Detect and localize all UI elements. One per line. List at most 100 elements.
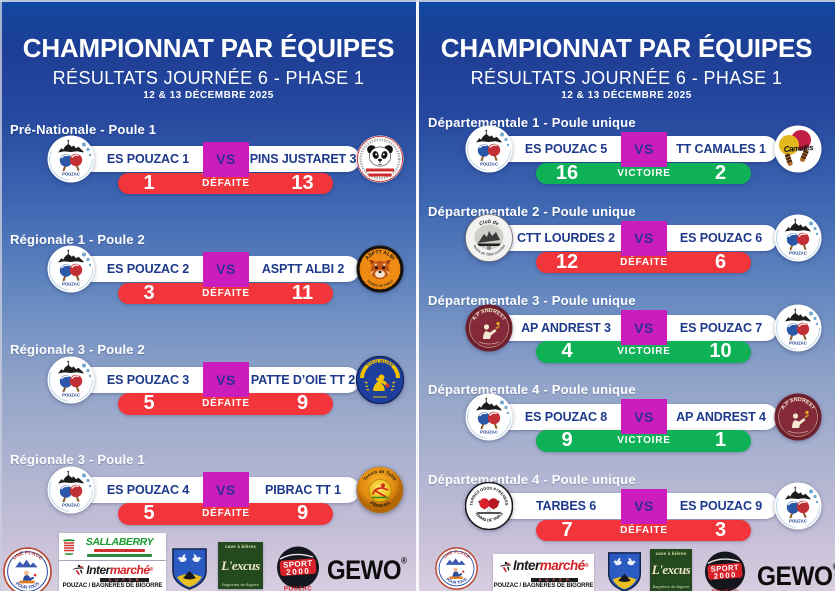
- away-score: 13: [291, 171, 314, 194]
- away-score: 10: [709, 340, 732, 363]
- lexcus-tagline: cave à bières: [225, 544, 256, 549]
- intermarche-reg-mark: ®: [584, 563, 589, 570]
- score-bar: [118, 503, 333, 525]
- intermarche-word-marche: marché: [109, 562, 150, 577]
- sponsor-gewo-logo: GEWO®: [327, 556, 407, 587]
- sallaberry-text-block: SALLABERRY: [76, 536, 163, 557]
- home-score: 4: [561, 340, 573, 363]
- sponsor-sport2000-logo: [703, 551, 747, 591]
- home-team-name: ES POUZAC 5: [524, 142, 608, 156]
- page-date: 12 & 13 DÉCEMBRE 2025: [143, 90, 274, 101]
- result-label: DÉFAITE: [202, 398, 250, 410]
- sponsor-town-crest: [171, 547, 208, 591]
- intermarche-word-marche: marché: [539, 558, 586, 574]
- vs-badge: VS: [203, 362, 249, 398]
- league-label: Régionale 1 - Poule 2: [10, 231, 145, 247]
- home-team-name: ES POUZAC 1: [106, 152, 190, 166]
- lexcus-city: Bagnères de Bigorre: [222, 582, 259, 587]
- home-score: 7: [561, 518, 573, 541]
- home-team-logo: [47, 466, 95, 514]
- sponsor-town-crest: [606, 551, 643, 591]
- match-section: Régionale 1 - Poule 2 ES POUZAC 2 ASPTT …: [0, 232, 417, 328]
- sponsor-intermarche-logo: Intermarché® S U P E R POUZAC / BAGNERES…: [59, 561, 166, 591]
- vs-badge: VS: [621, 310, 667, 346]
- page-subtitle: RÉSULTATS JOURNÉE 6 - PHASE 1: [470, 68, 783, 88]
- sponsor-gewo-logo: GEWO®: [757, 562, 835, 591]
- match-section: Départementale 2 - Poule unique CTT LOUR…: [418, 204, 835, 300]
- away-team-logo: [774, 125, 822, 173]
- league-label: Pré-Nationale - Poule 1: [10, 121, 157, 137]
- match-sections: Départementale 1 - Poule unique ES POUZA…: [418, 0, 835, 591]
- page-title: CHAMPIONNAT PAR ÉQUIPES: [22, 33, 395, 63]
- sponsor-lexcus-logo: cave à bières L'excus Bagnères de Bigorr…: [650, 549, 692, 591]
- sponsor-une-place-logo: [3, 547, 52, 591]
- home-score: 3: [143, 281, 155, 304]
- league-label: Régionale 3 - Poule 1: [10, 452, 145, 468]
- home-team-name: TARBES 6: [535, 499, 597, 514]
- result-label: DÉFAITE: [202, 287, 250, 299]
- match-section: Pré-Nationale - Poule 1 ES POUZAC 1 PINS…: [0, 122, 417, 218]
- home-team-logo: [47, 356, 95, 404]
- away-team-name: ES POUZAC 9: [679, 499, 763, 514]
- away-team-logo: [356, 135, 404, 183]
- home-team-name: ES POUZAC 2: [106, 262, 190, 277]
- home-team-name: ES POUZAC 4: [106, 482, 190, 497]
- home-score: 5: [143, 392, 155, 415]
- away-score: 1: [714, 429, 727, 452]
- intermarche-word-inter: Inter: [86, 562, 110, 577]
- home-team-logo: [465, 304, 513, 352]
- sponsor-sallaberry-logo: SALLABERRY: [59, 533, 166, 560]
- home-team-name: AP ANDREST 3: [521, 320, 611, 335]
- away-team-name: ASPTT ALBI 2: [261, 262, 345, 277]
- vs-badge: VS: [621, 488, 667, 524]
- away-team-name: PATTE D’OIE TT 2: [250, 372, 356, 387]
- away-team-logo: [356, 356, 404, 404]
- score-bar: [118, 172, 333, 194]
- intermarche-super-banner: S U P E R: [99, 577, 149, 582]
- home-team-name: ES POUZAC 3: [106, 372, 190, 387]
- home-score: 16: [555, 161, 579, 184]
- away-score: 9: [296, 502, 309, 525]
- away-score: 11: [291, 281, 314, 304]
- score-bar: [536, 251, 751, 274]
- away-team-name: ES POUZAC 7: [679, 320, 763, 335]
- score-bar: [118, 393, 333, 415]
- intermarche-city-line: POUZAC / BAGNERES DE BIGORRE: [493, 582, 594, 591]
- score-bar: [536, 430, 751, 452]
- away-team-name: ES POUZAC 6: [679, 231, 763, 246]
- score-bar: [536, 162, 751, 184]
- away-score: 3: [714, 518, 727, 541]
- away-team-logo: [356, 466, 404, 514]
- sallaberry-icon: [62, 538, 76, 556]
- result-label: DÉFAITE: [620, 256, 668, 268]
- match-sections: Pré-Nationale - Poule 1 ES POUZAC 1 PINS…: [0, 0, 417, 591]
- intermarche-reg-mark: ®: [149, 566, 154, 573]
- vs-badge: VS: [203, 251, 249, 287]
- away-team-name: AP ANDREST 4: [676, 409, 766, 424]
- away-team-logo: [774, 214, 822, 262]
- match-section: Départementale 4 - Poule unique TARBES 6…: [418, 472, 835, 568]
- intermarche-super-banner: S U P E R: [531, 577, 578, 582]
- league-label: Départementale 4 - Poule unique: [428, 382, 636, 398]
- result-label: VICTOIRE: [617, 167, 671, 179]
- page-date: 12 & 13 DÉCEMBRE 2025: [561, 90, 692, 101]
- result-label: VICTOIRE: [617, 346, 671, 358]
- home-team-name: CTT LOURDES 2: [516, 231, 615, 246]
- intermarche-mousquetaire-icon: [499, 560, 512, 573]
- sallaberry-subline-green: [87, 553, 152, 557]
- vs-badge: VS: [621, 220, 667, 256]
- sponsor-lexcus-logo: cave à bières L'excus Bagnères de Bigorr…: [218, 542, 263, 589]
- away-team-logo: [774, 393, 822, 441]
- score-bar: [118, 282, 333, 305]
- home-team-logo: [465, 125, 513, 173]
- away-team-name: PINS JUSTARET 3: [249, 152, 357, 166]
- vs-badge: VS: [621, 399, 667, 435]
- score-bar: [536, 341, 751, 363]
- match-section: Régionale 3 - Poule 2 ES POUZAC 3 PATTE …: [0, 342, 417, 438]
- league-label: Départementale 2 - Poule unique: [428, 203, 636, 219]
- lexcus-tagline: cave à bières: [655, 551, 687, 556]
- home-team-logo: [465, 393, 513, 441]
- match-section: Départementale 4 - Poule unique ES POUZA…: [418, 382, 835, 478]
- away-team-name: TT CAMALES 1: [676, 142, 766, 156]
- away-team-logo: [356, 245, 404, 293]
